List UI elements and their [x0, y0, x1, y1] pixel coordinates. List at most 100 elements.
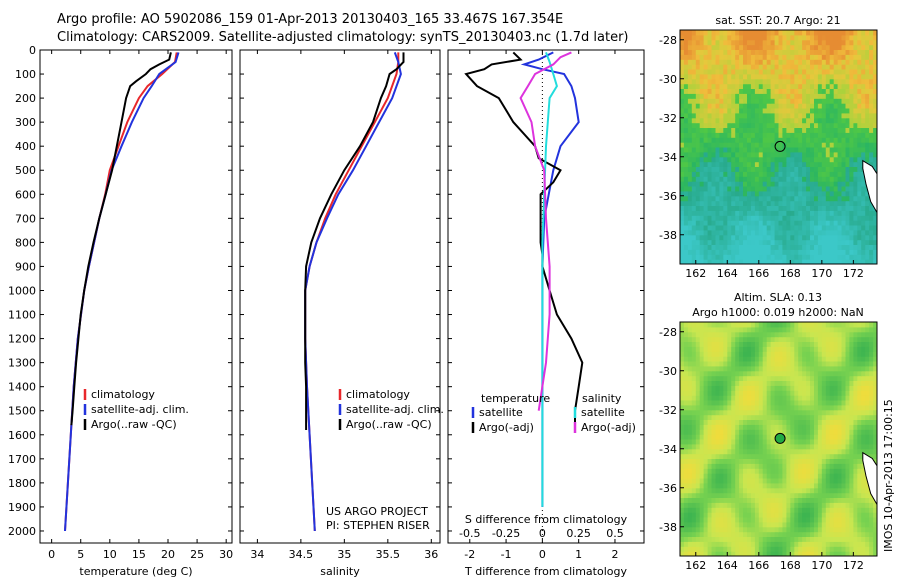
map-cell [774, 526, 779, 533]
map-cell [723, 439, 728, 445]
map-cell [869, 531, 874, 537]
map-cell [782, 239, 787, 245]
map-cell [814, 190, 819, 197]
map-cell [833, 88, 839, 94]
map-cell [806, 34, 811, 41]
map-cell [683, 517, 689, 523]
map-cell [703, 254, 708, 260]
map-cell [829, 49, 835, 55]
map-cell [687, 336, 693, 342]
map-cell [735, 127, 740, 133]
map-cell [837, 200, 842, 206]
map-cell [810, 259, 815, 264]
map-cell [774, 30, 779, 36]
map-cell [825, 215, 831, 221]
map-cell [723, 473, 728, 479]
map-cell [798, 103, 803, 109]
map-cell [825, 487, 831, 494]
map-cell [770, 375, 775, 381]
map-cell [735, 341, 740, 347]
map-cell [869, 147, 874, 153]
map-cell [715, 375, 720, 381]
map-cell [719, 44, 724, 50]
map-cell [841, 439, 846, 445]
map-cell [703, 54, 708, 60]
map-cell [735, 49, 740, 55]
map-cell [731, 356, 736, 362]
map-cell [743, 117, 748, 124]
map-cell [786, 181, 791, 187]
map-cell [719, 39, 724, 46]
map-cell [711, 88, 716, 94]
map-cell [821, 83, 827, 89]
map-cell [829, 336, 835, 342]
map-cell [821, 551, 827, 556]
map-cell [794, 439, 799, 445]
map-cell [806, 429, 811, 435]
map-cell [766, 210, 772, 216]
map-cell [731, 30, 736, 36]
map-cell [750, 64, 756, 70]
map-cell [687, 492, 693, 498]
map-cell [739, 434, 744, 440]
map-cell [747, 507, 752, 513]
map-cell [849, 404, 854, 411]
map-cell [687, 93, 693, 99]
map-cell [833, 225, 839, 231]
map-cell [687, 73, 693, 80]
map-cell [766, 93, 772, 99]
map-cell [829, 331, 835, 338]
map-cell [829, 409, 835, 416]
map-cell [747, 210, 752, 216]
map-cell [762, 453, 768, 459]
map-cell [782, 482, 787, 489]
map-cell [727, 482, 732, 489]
map-cell [802, 521, 807, 528]
map-cell [857, 482, 862, 489]
map-cell [731, 507, 736, 513]
map-cell [743, 390, 748, 396]
map-cell [754, 59, 760, 65]
map-cell [873, 83, 877, 89]
map-cell [739, 526, 744, 533]
map-cell [743, 385, 748, 391]
map-cell [825, 259, 831, 264]
map-cell [857, 205, 862, 211]
map-cell [802, 190, 807, 197]
map-cell [743, 151, 748, 158]
map-cell [774, 502, 779, 508]
map-cell [782, 83, 787, 89]
map-cell [782, 478, 787, 484]
map-cell [703, 98, 708, 104]
map-cell [825, 375, 831, 381]
map-cell [715, 541, 720, 547]
map-cell [683, 380, 689, 386]
map-cell [833, 122, 839, 128]
map-cell [821, 414, 827, 420]
map-cell [711, 361, 716, 367]
map-cell [865, 429, 870, 435]
map-cell [841, 49, 846, 55]
map-cell [743, 468, 748, 474]
map-cell [750, 453, 756, 459]
map-cell [727, 439, 732, 445]
map-cell [829, 166, 835, 172]
map-cell [758, 225, 764, 231]
map-cell [794, 336, 799, 342]
map-cell [806, 220, 811, 226]
map-cell [774, 127, 779, 133]
map-cell [841, 331, 846, 338]
map-cell [719, 69, 724, 75]
map-cell [810, 414, 815, 420]
map-cell [695, 137, 701, 143]
map-cell [837, 395, 842, 401]
map-cell [837, 73, 842, 80]
map-cell [723, 200, 728, 206]
map-cell [873, 161, 877, 167]
map-cell [810, 380, 815, 386]
map-cell [691, 59, 697, 65]
map-cell [723, 482, 728, 489]
map-cell [762, 117, 768, 124]
map-cell [739, 478, 744, 484]
map-cell [715, 78, 720, 85]
